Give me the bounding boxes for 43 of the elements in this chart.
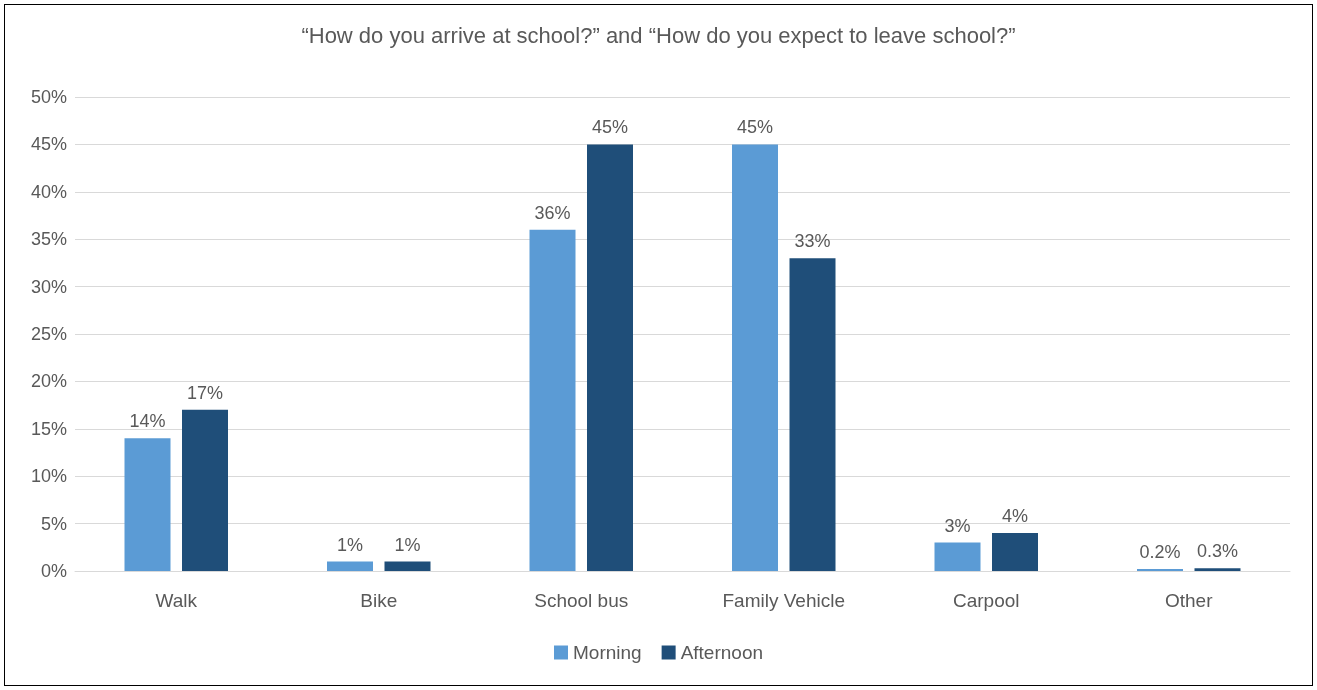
data-label: 4% bbox=[1001, 506, 1029, 527]
y-tick-label: 50% bbox=[30, 87, 67, 107]
data-label: 3% bbox=[944, 515, 971, 536]
bar bbox=[124, 438, 171, 571]
bar bbox=[587, 144, 633, 571]
x-tick-label: Carpool bbox=[952, 590, 1020, 611]
data-label: 14% bbox=[129, 411, 166, 432]
x-tick-label: Other bbox=[1164, 590, 1214, 611]
y-tick-label: 45% bbox=[30, 134, 67, 155]
x-tick-label: Bike bbox=[360, 590, 398, 611]
data-label: 1% bbox=[394, 534, 421, 555]
x-tick-label: Family Vehicle bbox=[722, 590, 845, 611]
data-label: 0.3% bbox=[1196, 541, 1239, 562]
y-tick-label: 5% bbox=[40, 513, 67, 534]
bar bbox=[182, 409, 228, 571]
bar bbox=[384, 561, 431, 571]
bar bbox=[529, 229, 576, 571]
chart-title: “How do you arrive at school?” and “How do you expect to leave school?” bbox=[301, 22, 1016, 48]
data-label: 45% bbox=[591, 117, 629, 138]
bar bbox=[327, 561, 373, 571]
y-tick-label: 40% bbox=[30, 181, 67, 202]
bar bbox=[732, 144, 778, 571]
y-tick-label: 30% bbox=[30, 276, 67, 297]
y-tick-label: 20% bbox=[30, 371, 67, 392]
data-label: 33% bbox=[794, 231, 831, 252]
data-label: 45% bbox=[736, 117, 774, 138]
data-label: 17% bbox=[186, 382, 224, 403]
bar bbox=[789, 258, 836, 571]
y-tick-label: 25% bbox=[30, 324, 67, 344]
data-label: 36% bbox=[534, 202, 571, 223]
y-tick-label: 35% bbox=[30, 229, 67, 250]
legend-label: Morning bbox=[572, 642, 642, 663]
y-tick-label: 15% bbox=[30, 418, 67, 439]
y-tick-label: 10% bbox=[30, 466, 67, 487]
x-tick-label: School bus bbox=[534, 590, 629, 611]
bar bbox=[1194, 568, 1241, 571]
data-label: 0.2% bbox=[1139, 542, 1181, 563]
bar bbox=[992, 533, 1038, 571]
bar bbox=[934, 542, 981, 571]
y-tick-label: 0% bbox=[40, 561, 67, 581]
data-label: 1% bbox=[336, 534, 364, 555]
x-tick-label: Walk bbox=[155, 590, 198, 611]
legend-label: Afternoon bbox=[680, 642, 764, 663]
